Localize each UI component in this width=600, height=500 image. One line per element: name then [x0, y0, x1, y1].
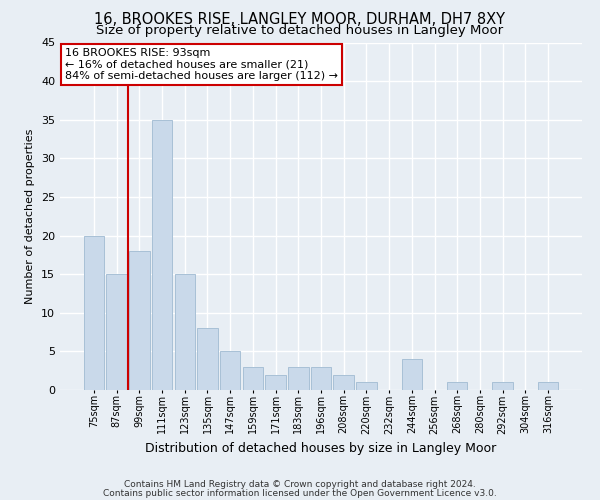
Bar — [401, 359, 422, 390]
Bar — [220, 352, 241, 390]
Text: 16 BROOKES RISE: 93sqm
← 16% of detached houses are smaller (21)
84% of semi-det: 16 BROOKES RISE: 93sqm ← 16% of detached… — [65, 48, 338, 81]
Text: Contains HM Land Registry data © Crown copyright and database right 2024.: Contains HM Land Registry data © Crown c… — [124, 480, 476, 489]
Bar — [334, 374, 354, 390]
Bar — [106, 274, 127, 390]
Bar — [242, 367, 263, 390]
Bar — [356, 382, 377, 390]
Bar — [129, 251, 149, 390]
Bar — [197, 328, 218, 390]
Bar — [175, 274, 195, 390]
Y-axis label: Number of detached properties: Number of detached properties — [25, 128, 35, 304]
X-axis label: Distribution of detached houses by size in Langley Moor: Distribution of detached houses by size … — [145, 442, 497, 455]
Bar — [493, 382, 513, 390]
Bar — [538, 382, 558, 390]
Text: 16, BROOKES RISE, LANGLEY MOOR, DURHAM, DH7 8XY: 16, BROOKES RISE, LANGLEY MOOR, DURHAM, … — [95, 12, 505, 28]
Text: Size of property relative to detached houses in Langley Moor: Size of property relative to detached ho… — [97, 24, 503, 37]
Bar — [84, 236, 104, 390]
Bar — [447, 382, 467, 390]
Bar — [311, 367, 331, 390]
Bar — [288, 367, 308, 390]
Bar — [265, 374, 286, 390]
Text: Contains public sector information licensed under the Open Government Licence v3: Contains public sector information licen… — [103, 488, 497, 498]
Bar — [152, 120, 172, 390]
